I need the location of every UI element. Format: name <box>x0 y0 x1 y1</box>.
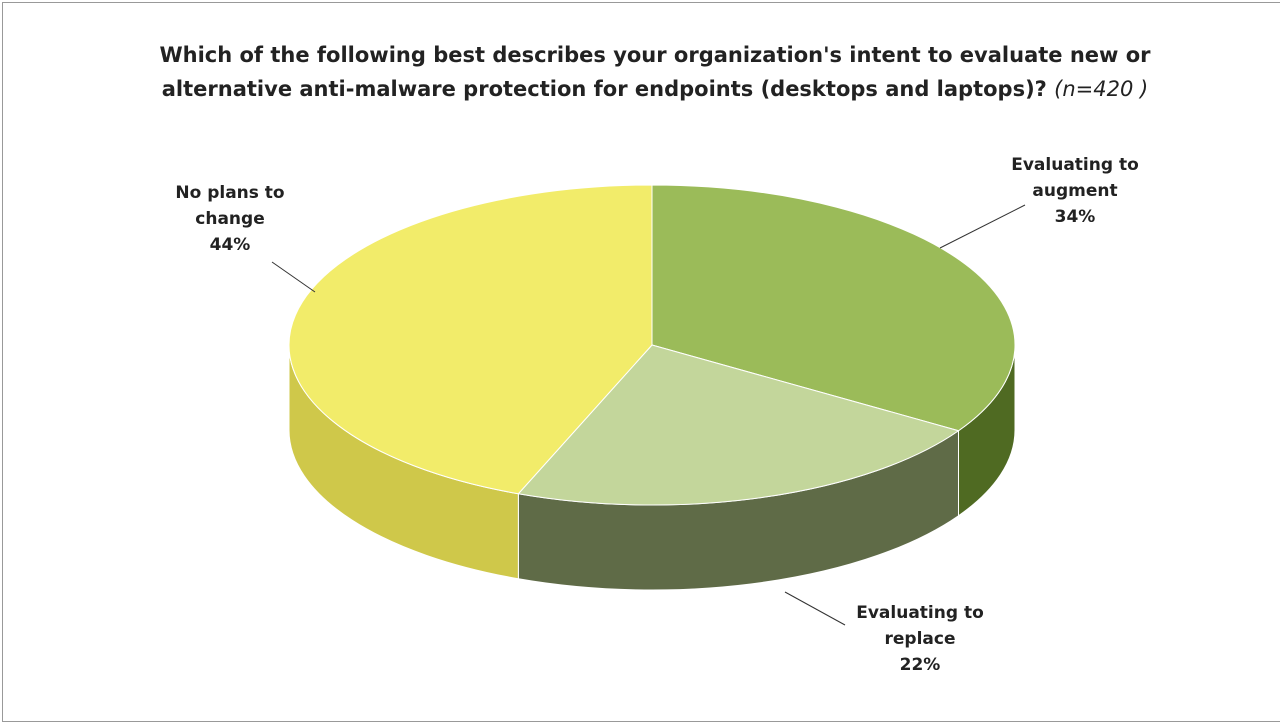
value-label: 34% <box>1054 207 1096 227</box>
chart <box>271 184 1026 626</box>
value-label: 44% <box>209 235 251 255</box>
leader-line <box>784 591 846 626</box>
value-label: 22% <box>899 655 941 675</box>
category-label: No plans to change <box>175 183 285 229</box>
chart-subtitle: (n=420 ) <box>1054 77 1149 101</box>
chart-title: Which of the following best describes yo… <box>159 43 1151 101</box>
slice <box>288 184 653 495</box>
data-label: No plans to change 44% <box>155 180 305 258</box>
category-label: Evaluating to augment <box>1011 155 1139 201</box>
chart-title-block: Which of the following best describes yo… <box>130 38 1180 106</box>
data-label: Evaluating to augment 34% <box>1000 152 1150 230</box>
leader-line <box>939 204 1026 249</box>
leader-line <box>271 261 316 293</box>
data-label: Evaluating to replace 22% <box>845 600 995 678</box>
slice <box>651 184 1016 432</box>
category-label: Evaluating to replace <box>856 603 984 649</box>
slice <box>517 344 960 506</box>
